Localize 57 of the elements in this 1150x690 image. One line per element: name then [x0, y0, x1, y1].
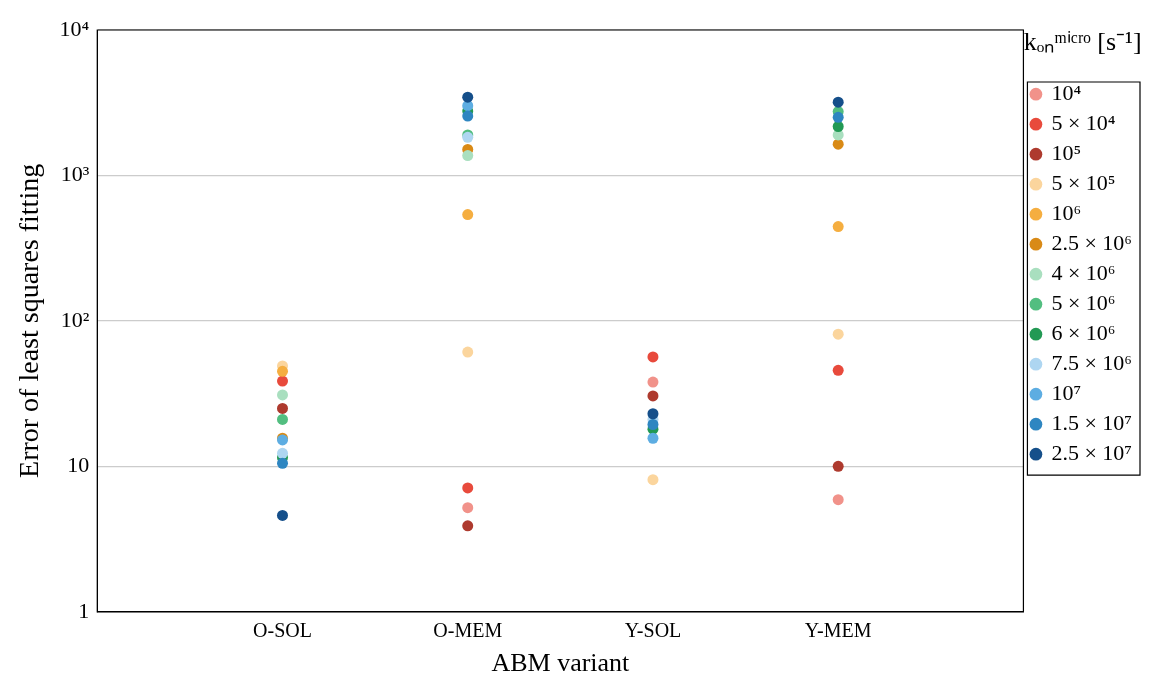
point — [462, 346, 474, 358]
point — [647, 432, 659, 444]
point — [462, 150, 474, 162]
x-tick-label: O-MEM — [433, 619, 503, 642]
legend-label: 1.5 × 10⁷ — [1051, 409, 1132, 435]
x-tick-label: Y-SOL — [624, 619, 682, 642]
legend-label: 5 × 10⁶ — [1051, 289, 1116, 315]
point — [277, 389, 288, 401]
point — [647, 351, 659, 363]
legend-label: 10⁴ — [1051, 79, 1082, 105]
point — [647, 418, 659, 430]
x-axis-title: ABM variant — [491, 648, 631, 678]
point — [832, 111, 844, 123]
point — [462, 502, 474, 514]
point — [832, 96, 844, 108]
legend-label: 4 × 10⁶ — [1051, 259, 1116, 285]
point — [647, 376, 659, 388]
point — [832, 138, 844, 150]
point — [277, 402, 288, 414]
y-tick-label: 10 — [67, 452, 90, 478]
point — [832, 364, 844, 376]
legend-label: 7.5 × 10⁶ — [1051, 349, 1132, 375]
point — [462, 91, 474, 103]
point — [277, 509, 288, 521]
y-tick-label: 10³ — [60, 161, 90, 187]
point — [277, 365, 288, 377]
point — [462, 110, 474, 122]
legend-label: 5 × 10⁴ — [1051, 109, 1116, 135]
point — [647, 474, 659, 486]
legend-title: kₒₙᵐⁱᶜʳᵒ [s⁻¹] — [1023, 26, 1142, 56]
point — [462, 520, 474, 532]
point — [832, 328, 844, 340]
legend-label: 2.5 × 10⁷ — [1051, 439, 1132, 465]
legend-label: 10⁷ — [1051, 379, 1082, 405]
y-tick-label: 10⁴ — [59, 15, 90, 41]
point — [462, 209, 474, 221]
point — [462, 482, 474, 494]
point — [832, 121, 844, 133]
x-tick-label: O-SOL — [253, 619, 312, 642]
legend-label: 10⁵ — [1051, 139, 1082, 165]
point — [832, 494, 844, 506]
legend-label: 2.5 × 10⁶ — [1051, 229, 1132, 255]
point — [647, 408, 659, 420]
point — [832, 221, 844, 233]
legend-label: 6 × 10⁶ — [1051, 319, 1116, 345]
y-tick-label: 10² — [60, 306, 90, 332]
x-tick-label: Y-MEM — [804, 619, 872, 642]
point — [647, 390, 659, 402]
legend-label: 5 × 10⁵ — [1051, 169, 1116, 195]
point — [277, 375, 288, 387]
point — [277, 457, 288, 469]
y-axis-title: Error of least squares fitting — [13, 163, 45, 478]
y-tick-label: 1 — [78, 597, 90, 623]
point — [832, 460, 844, 472]
legend-label: 10⁶ — [1051, 199, 1082, 225]
point — [277, 447, 288, 459]
point — [277, 413, 288, 425]
